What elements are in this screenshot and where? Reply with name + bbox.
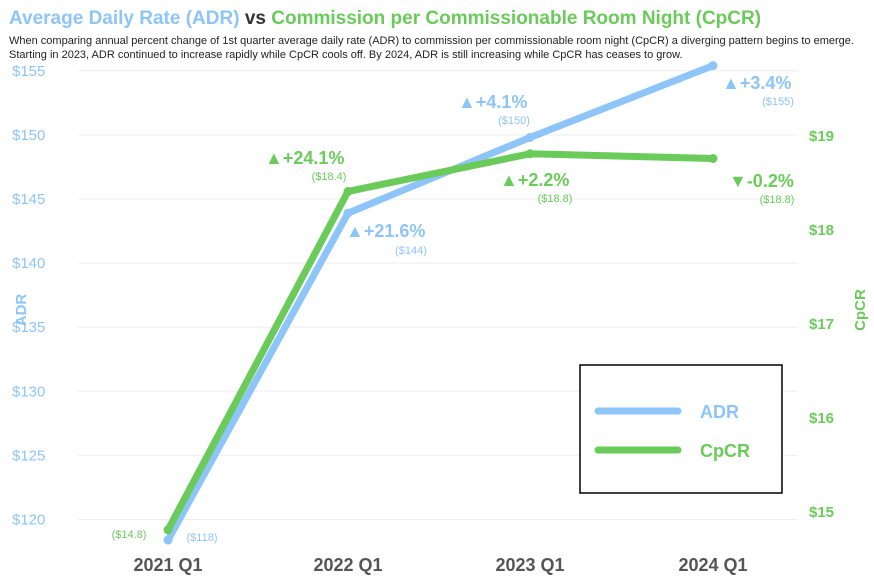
adr-change-label: ▲+4.1% [458,92,527,112]
y-left-tick-label: $130 [12,383,45,400]
y-left-tick-label: $120 [12,512,45,529]
y-left-tick-label: $135 [12,319,45,336]
adr-value-label: ($150) [498,115,530,127]
cpcr-change-label: ▲+2.2% [500,170,569,190]
data-point-cpcr [708,154,718,163]
y-left-tick-label: $150 [12,127,45,144]
legend-label-adr: ADR [700,402,739,422]
adr-value-label: ($155) [762,96,794,108]
legend-box [579,364,783,494]
series-line-cpcr [164,150,717,534]
cpcr-change-label: ▼-0.2% [729,171,794,191]
y-right-tick-label: $19 [809,128,834,145]
y-left-tick-label: $140 [12,255,45,272]
adr-change-label: ▲+3.4% [722,73,791,93]
y-right-tick-label: $15 [809,504,834,521]
chart-subtitle: When comparing annual percent change of … [9,35,854,61]
title-adr: Average Daily Rate (ADR) [9,8,240,29]
data-point-adr [708,61,718,71]
y-left-axis-title: ADR [13,294,30,327]
y-right-tick-label: $16 [809,410,834,427]
y-left-tick-label: $145 [12,191,45,208]
adr-value-label: ($144) [395,245,427,257]
y-left-tick-label: $125 [12,447,45,464]
x-tick-label: 2024 Q1 [678,555,747,575]
cpcr-change-label: ▲+24.1% [265,148,344,168]
cpcr-value-label: ($18.8) [760,194,795,206]
adr-change-label: ▲+21.6% [346,221,425,241]
cpcr-value-label: ($14.8) [112,529,147,541]
title-cpcr: Commission per Commissionable Room Night… [271,8,762,29]
x-tick-label: 2023 Q1 [495,555,564,575]
chart-title: Average Daily Rate (ADR) vs Commission p… [9,8,761,30]
data-point-adr [343,208,353,218]
title-vs: vs [244,8,266,29]
legend-label-cpcr: CpCR [700,441,750,461]
data-point-adr [525,132,535,142]
y-right-tick-label: $17 [809,316,834,333]
data-point-cpcr [525,149,535,159]
data-point-cpcr [343,186,353,196]
adr-value-label: ($118) [187,532,218,544]
y-right-tick-label: $18 [809,222,834,239]
cpcr-value-label: ($18.8) [538,193,573,205]
x-tick-label: 2022 Q1 [313,555,382,575]
cpcr-value-label: ($18.4) [312,171,347,183]
data-point-cpcr [163,525,173,535]
y-left-tick-label: $155 [12,63,45,80]
y-right-axis-title: CpCR [852,289,869,331]
data-point-adr [163,535,173,545]
x-tick-label: 2021 Q1 [133,555,202,575]
